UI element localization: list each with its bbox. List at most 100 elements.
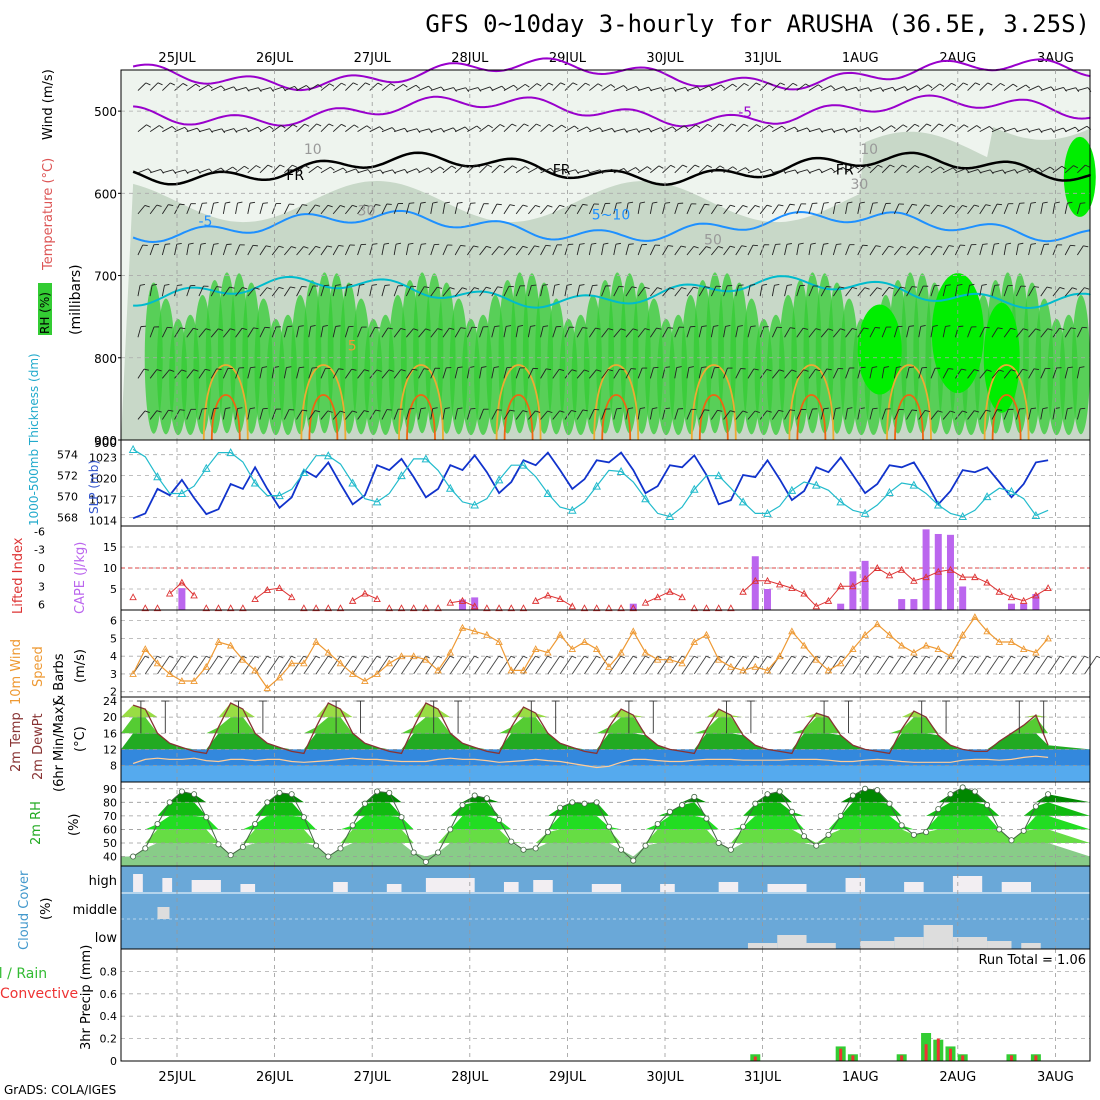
wind-barb-flag [237, 201, 243, 204]
thickness-marker [714, 471, 724, 480]
thickness-marker [836, 497, 846, 506]
wind-barb [393, 285, 399, 297]
wind-axis-label-c: & Barbs [52, 653, 67, 705]
wind-barb [223, 86, 234, 91]
high-cloud-gap [1001, 882, 1031, 892]
contour-label: 50 [704, 232, 722, 248]
wind-barb-flag [891, 125, 896, 129]
wind-barb-flag [315, 245, 321, 249]
wind-barb [796, 369, 805, 379]
rh-marker [142, 845, 149, 852]
wind-speed-marker [751, 662, 760, 670]
wind-speed-marker [629, 627, 638, 635]
surface-wind-barb [535, 655, 549, 675]
wind-barb [1077, 164, 1086, 174]
wind-barb-flag [460, 244, 466, 247]
li-axis-label: Lifted Index [11, 537, 26, 614]
lifted-index-marker [409, 604, 418, 612]
wind-barb [149, 125, 160, 133]
rh-line [132, 786, 1049, 863]
isotherm-line [132, 209, 1091, 244]
surface-wind-barb [559, 655, 573, 675]
wind-barb-flag [911, 409, 918, 412]
wind-speed-marker [1044, 634, 1052, 642]
temp-fill-band [121, 733, 1090, 750]
surface-wind-barb-flag [998, 655, 1004, 659]
wind-barb-flag [522, 204, 528, 207]
lifted-index-line [450, 600, 475, 607]
wind-barb [967, 410, 975, 420]
wind-barb-flag [704, 409, 710, 411]
surface-isotherm-arch [698, 394, 729, 441]
wind-barb [686, 164, 696, 174]
wind-barb [771, 244, 776, 256]
wind-barb [1040, 86, 1052, 91]
thickness-marker [1007, 486, 1016, 495]
temp-fill-band [121, 703, 1090, 718]
wind-barb [515, 204, 524, 215]
wind-barb [406, 168, 417, 174]
wind-barb [418, 244, 422, 256]
wind-barb [698, 165, 708, 174]
wind-barb [857, 408, 861, 420]
slp-tick-label: 1017 [89, 493, 117, 506]
wind-barb-flag [195, 83, 201, 88]
rh-marker [996, 826, 1003, 833]
wind-barb [1040, 166, 1051, 174]
wind-barb-flag [387, 327, 393, 330]
wind-barb-flag [730, 410, 736, 413]
wind-barb-flag [181, 369, 187, 372]
wind-barb [345, 124, 355, 133]
lifted-index-marker [1044, 584, 1052, 592]
wind-barb-flag [835, 201, 841, 204]
contour-label: 10 [304, 142, 322, 158]
wind-barb-flag [342, 167, 348, 172]
rh-marker [166, 799, 173, 806]
wind-barb [552, 204, 560, 215]
wind-barb-flag [584, 369, 590, 372]
wind-speed-marker [531, 645, 540, 653]
lifted-index-marker [385, 604, 394, 612]
surface-isotherm-arch [406, 394, 436, 441]
wind-barb [723, 326, 726, 338]
date-tick-label: 28JUL [451, 1070, 489, 1085]
wind-barb-flag [599, 169, 604, 175]
thickness-marker [738, 497, 748, 506]
temp-tick-label: 20 [103, 711, 117, 724]
wind-speed-marker [678, 659, 686, 667]
rh-marker [593, 799, 600, 806]
lifted-index-marker [739, 587, 747, 595]
wind-barb [1064, 126, 1076, 133]
surface-wind-barb-flag [889, 655, 894, 659]
rh-marker [1045, 791, 1052, 798]
wind-barb [430, 328, 438, 338]
wind-barb-flag [1025, 84, 1031, 89]
wind-barb [1040, 408, 1044, 420]
date-tick-label: 28JUL [451, 51, 489, 66]
wind-barb [479, 164, 488, 174]
lifted-index-marker [800, 589, 808, 597]
lifted-index-marker [422, 604, 430, 612]
wind-barb [198, 203, 203, 215]
wind-barb [918, 123, 927, 132]
wind-barb-flag [428, 128, 433, 134]
wind-barb-flag [874, 327, 881, 329]
wind-barb [820, 244, 824, 256]
surface-wind-barb-flag [144, 655, 150, 659]
wind-barb [589, 169, 601, 174]
wind-barb [418, 167, 429, 174]
wind-barb-flag [351, 368, 357, 371]
date-tick-label: 27JUL [354, 51, 392, 66]
wind-barb [820, 368, 828, 379]
wind-barb [576, 409, 584, 420]
wind-barb-flag [548, 82, 554, 86]
lifted-index-marker [971, 573, 979, 581]
wind-barb [832, 244, 837, 256]
wind-barb [320, 205, 329, 215]
wind-barb-flag [506, 325, 512, 327]
wind-barb [735, 167, 746, 174]
surface-wind-barb [913, 655, 927, 675]
surface-wind-barb-flag [547, 655, 552, 659]
wind-barb-flag [213, 201, 219, 204]
wind-barb-flag [499, 124, 505, 128]
